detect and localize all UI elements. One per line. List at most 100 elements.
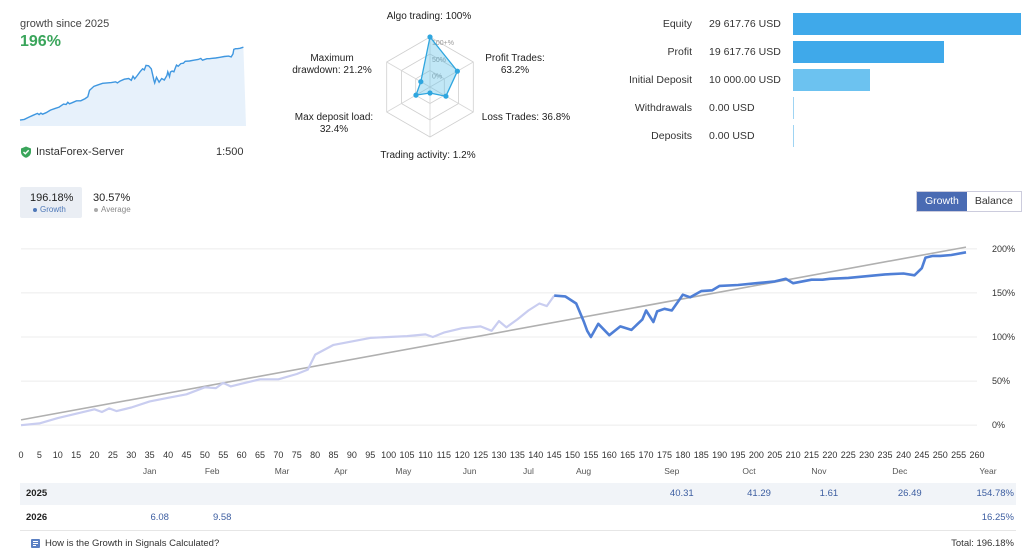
x-tick-label: 140 xyxy=(528,450,543,460)
radar-label-algo: Algo trading: 100% xyxy=(386,11,472,22)
month-cell: 9.58 xyxy=(212,512,232,523)
growth-line xyxy=(554,251,967,339)
y-tick-label: 200% xyxy=(992,244,1015,254)
x-tick-label: 115 xyxy=(437,450,451,460)
chart-mode-toggle: Growth Balance xyxy=(916,191,1022,212)
radar-ring-label: 0% xyxy=(432,74,442,81)
growth-toggle-button[interactable]: Growth xyxy=(917,192,967,211)
x-tick-label: 135 xyxy=(510,450,525,460)
month-cell: 26.49 xyxy=(897,488,922,499)
history-line xyxy=(20,294,556,427)
x-tick-label: 70 xyxy=(273,450,283,460)
x-tick-label: 220 xyxy=(822,450,837,460)
account-value-deposits: 0.00 USD xyxy=(709,130,755,142)
account-value-equity: 29 617.76 USD xyxy=(709,18,781,30)
radar-label-deposit-load: Max deposit load: 32.4% xyxy=(294,112,374,135)
month-label: Jul xyxy=(523,466,534,476)
radar-point-loss xyxy=(443,93,449,99)
average-legend[interactable]: 30.57% Average xyxy=(92,187,142,218)
month-label: Jun xyxy=(463,466,477,476)
x-tick-label: 75 xyxy=(292,450,302,460)
x-tick-label: 55 xyxy=(218,450,228,460)
y-tick-label: 50% xyxy=(992,376,1010,386)
x-tick-label: 80 xyxy=(310,450,320,460)
year-total: 16.25% xyxy=(981,512,1014,523)
x-tick-label: 235 xyxy=(878,450,893,460)
radar-label-profit: Profit Trades: 63.2% xyxy=(485,53,545,76)
x-tick-label: 125 xyxy=(473,450,488,460)
shield-check-icon xyxy=(21,146,31,158)
x-tick-label: 195 xyxy=(730,450,745,460)
radar-axis xyxy=(429,86,474,113)
radar-ring-label: 50% xyxy=(432,57,446,64)
x-tick-label: 150 xyxy=(565,450,580,460)
account-value-profit: 19 617.76 USD xyxy=(709,46,781,58)
x-tick-label: 45 xyxy=(181,450,191,460)
radar-ring-label: 100+% xyxy=(432,40,454,47)
radar-point-profit xyxy=(454,68,460,74)
growth-since-label: growth since 2025 xyxy=(20,18,110,30)
footer-total: Total: 196.18% xyxy=(951,538,1014,549)
month-label: Jan xyxy=(143,466,157,476)
y-tick-label: 150% xyxy=(992,288,1015,298)
x-tick-label: 65 xyxy=(255,450,265,460)
x-tick-label: 160 xyxy=(602,450,617,460)
year-label: 2026 xyxy=(26,512,48,523)
growth-legend[interactable]: 196.18% Growth xyxy=(20,187,82,218)
x-tick-label: 215 xyxy=(804,450,819,460)
x-tick-label: 145 xyxy=(547,450,562,460)
account-label-profit: Profit xyxy=(667,46,692,58)
x-tick-label: 15 xyxy=(71,450,81,460)
divider xyxy=(20,530,1016,531)
year-label: 2025 xyxy=(26,488,48,499)
month-label: Aug xyxy=(576,466,591,476)
x-tick-label: 5 xyxy=(37,450,42,460)
balance-toggle-button[interactable]: Balance xyxy=(966,192,1021,211)
x-tick-label: 50 xyxy=(200,450,210,460)
table-row-2026: 2026 6.08 9.58 16.25% xyxy=(20,507,1016,529)
month-label: Feb xyxy=(205,466,220,476)
x-tick-label: 95 xyxy=(365,450,375,460)
month-label: Sep xyxy=(664,466,679,476)
x-tick-label: 155 xyxy=(583,450,598,460)
x-tick-label: 100 xyxy=(381,450,396,460)
x-tick-label: 230 xyxy=(859,450,874,460)
account-bar-deposits xyxy=(793,125,794,147)
account-bar-equity xyxy=(793,13,1021,35)
month-cell: 6.08 xyxy=(150,512,169,523)
radar-point-algo xyxy=(427,34,433,40)
month-label: Year xyxy=(979,466,996,476)
y-tick-label: 0% xyxy=(992,420,1005,430)
x-tick-label: 85 xyxy=(329,450,339,460)
x-tick-label: 225 xyxy=(841,450,856,460)
x-tick-label: 110 xyxy=(418,450,432,460)
account-bar-withdrawals xyxy=(793,97,794,119)
account-label-deposits: Deposits xyxy=(651,130,692,142)
x-tick-label: 90 xyxy=(347,450,357,460)
x-tick-label: 250 xyxy=(933,450,948,460)
x-tick-label: 180 xyxy=(675,450,690,460)
month-cell: 1.61 xyxy=(819,488,839,499)
year-total: 154.78% xyxy=(976,488,1014,499)
average-legend-label: Average xyxy=(94,205,131,214)
mini-growth-area xyxy=(20,47,246,127)
x-tick-label: 260 xyxy=(969,450,984,460)
trend-line xyxy=(20,246,967,421)
x-tick-label: 175 xyxy=(657,450,672,460)
mini-growth-chart xyxy=(19,46,246,127)
help-icon xyxy=(31,539,40,548)
radar-point-drawdown xyxy=(418,79,424,85)
account-label-equity: Equity xyxy=(662,18,692,30)
table-row-2025: 2025 40.31 41.29 1.61 26.49 154.78% xyxy=(20,483,1016,505)
x-tick-label: 245 xyxy=(914,450,929,460)
x-tick-label: 200 xyxy=(749,450,764,460)
x-tick-label: 130 xyxy=(491,450,506,460)
growth-help-link[interactable]: How is the Growth in Signals Calculated? xyxy=(31,538,219,549)
server-name: InstaForex-Server xyxy=(36,146,125,158)
growth-chart: 0% 50% 100% 150% 200% 0 5 10 15 20 25 30 35 40 45 50 55 6… xyxy=(18,244,1015,476)
x-tick-label: 20 xyxy=(90,450,100,460)
x-tick-label: 190 xyxy=(712,450,727,460)
server-info[interactable]: InstaForex-Server xyxy=(20,146,124,158)
mini-growth-line xyxy=(19,46,244,121)
x-tick-label: 25 xyxy=(108,450,118,460)
